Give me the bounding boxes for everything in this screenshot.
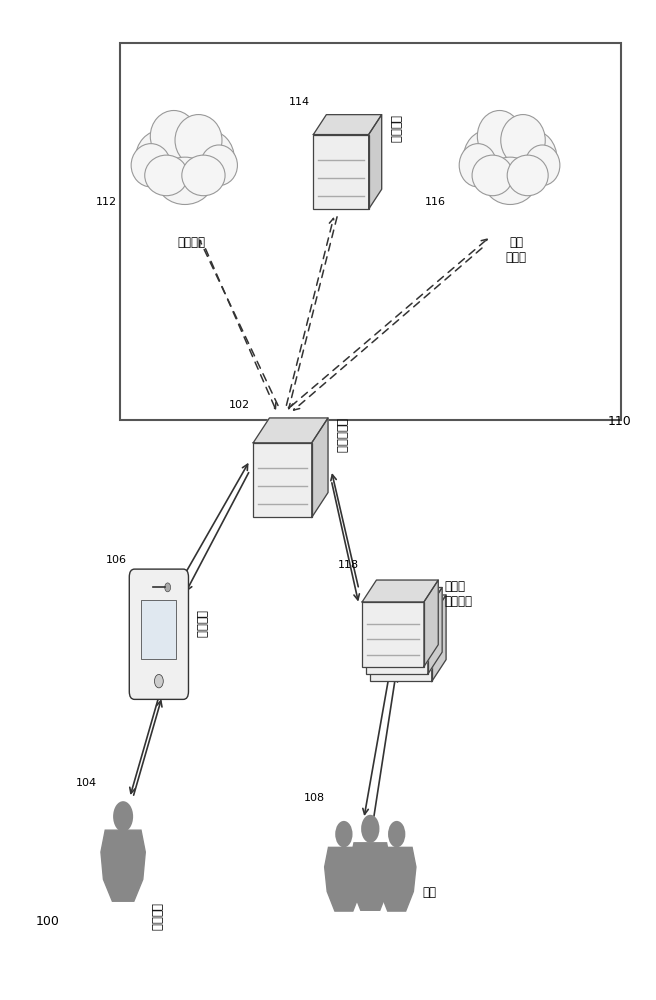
Text: 其他
数据源: 其他 数据源 [506,236,527,264]
Polygon shape [424,580,438,667]
Circle shape [335,821,352,847]
Bar [120,43,621,420]
Polygon shape [325,847,363,911]
Ellipse shape [478,110,522,162]
Ellipse shape [507,155,548,196]
Ellipse shape [182,130,234,187]
Text: 第一用户: 第一用户 [149,903,162,931]
Polygon shape [370,595,446,617]
Polygon shape [350,843,391,910]
Bar [366,609,428,674]
Polygon shape [428,588,442,674]
Ellipse shape [483,157,537,204]
Ellipse shape [150,110,197,162]
Polygon shape [314,115,382,135]
Circle shape [388,821,405,847]
Text: 用户: 用户 [422,886,436,899]
Text: 处理服务器: 处理服务器 [335,418,348,453]
Text: 116: 116 [424,197,445,207]
Ellipse shape [508,130,557,187]
Text: 110: 110 [607,415,632,428]
Text: 计算设备: 计算设备 [195,610,208,638]
Ellipse shape [157,157,213,204]
Text: 支付网络: 支付网络 [177,236,205,249]
Bar [362,602,424,667]
Text: 112: 112 [96,197,117,207]
Bar [370,617,432,681]
Text: 100: 100 [35,915,59,928]
Ellipse shape [459,144,497,187]
Ellipse shape [136,130,188,187]
Polygon shape [101,830,145,901]
Ellipse shape [478,125,543,199]
Text: 商家系统: 商家系统 [388,115,401,143]
Ellipse shape [463,130,512,187]
Polygon shape [312,418,328,517]
Ellipse shape [175,115,222,166]
Text: 102: 102 [229,400,250,410]
Bar [141,600,176,659]
Ellipse shape [501,115,545,166]
Ellipse shape [200,145,237,186]
FancyBboxPatch shape [129,569,188,699]
Ellipse shape [145,155,188,196]
Ellipse shape [525,145,560,186]
Ellipse shape [472,155,513,196]
Polygon shape [362,580,438,602]
Polygon shape [377,847,416,911]
Text: 106: 106 [106,555,127,565]
Circle shape [113,801,133,832]
Ellipse shape [151,125,219,199]
Bar [314,135,369,209]
Polygon shape [369,115,382,209]
Circle shape [165,583,171,592]
Text: 118: 118 [338,560,359,570]
Text: 104: 104 [76,778,97,788]
Polygon shape [366,588,442,609]
Circle shape [361,815,379,843]
Ellipse shape [182,155,225,196]
Polygon shape [432,595,446,681]
Ellipse shape [131,144,171,187]
Bar [253,443,312,517]
Circle shape [155,674,163,688]
Text: 另外的
计算设备: 另外的 计算设备 [445,580,473,608]
Text: 114: 114 [289,97,310,107]
Polygon shape [253,418,328,443]
Text: 108: 108 [304,793,325,803]
